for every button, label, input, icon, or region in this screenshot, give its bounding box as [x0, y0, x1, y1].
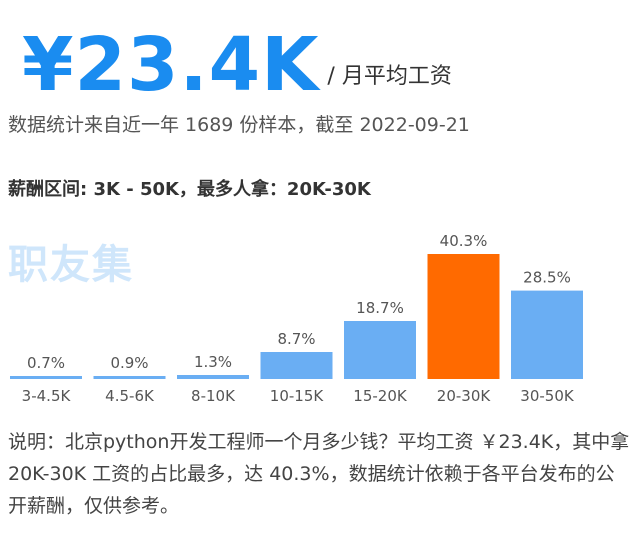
average-salary-suffix: / 月平均工资 — [327, 64, 452, 89]
bar-value-label: 1.3% — [194, 353, 232, 371]
bar-3-4.5K — [10, 376, 82, 379]
bar-value-label: 8.7% — [277, 330, 315, 348]
category-label: 15-20K — [353, 387, 408, 405]
bar-value-label: 0.9% — [110, 354, 148, 372]
category-label: 20-30K — [437, 387, 492, 405]
bar-8-10K — [177, 375, 249, 379]
bar-value-label: 40.3% — [440, 232, 488, 250]
bar-15-20K — [344, 321, 416, 379]
salary-range-text: 薪酬区间: 3K - 50K，最多人拿：20K-30K — [8, 179, 371, 200]
category-label: 30-50K — [520, 387, 575, 405]
sample-source-text: 数据统计来自近一年 1689 份样本，截至 2022-09-21 — [8, 114, 470, 136]
category-label: 10-15K — [270, 387, 325, 405]
headline: ¥23.4K / 月平均工资 — [22, 2, 452, 102]
bar-4.5-6K — [93, 376, 166, 379]
bar-value-label: 18.7% — [356, 299, 404, 317]
bar-value-label: 28.5% — [523, 269, 571, 287]
watermark-logo: 职友集 — [8, 242, 134, 288]
description-text: 说明：北京python开发工程师一个月多少钱？平均工资 ￥23.4K，其中拿 2… — [8, 431, 630, 517]
bar-value-label: 0.7% — [27, 354, 65, 372]
bar-20-30K — [427, 254, 500, 379]
category-label: 4.5-6K — [105, 387, 155, 405]
average-salary-value: ¥23.4K — [22, 22, 320, 108]
bar-30-50K — [511, 290, 583, 379]
category-label: 3-4.5K — [22, 387, 72, 405]
salary-distribution-chart: 0.7% 3-4.5K 0.9% 4.5-6K 1.3% 8-10K 8.7% 10-15K 1… — [10, 232, 583, 405]
bar-10-15K — [260, 352, 333, 379]
category-label: 8-10K — [191, 387, 236, 405]
